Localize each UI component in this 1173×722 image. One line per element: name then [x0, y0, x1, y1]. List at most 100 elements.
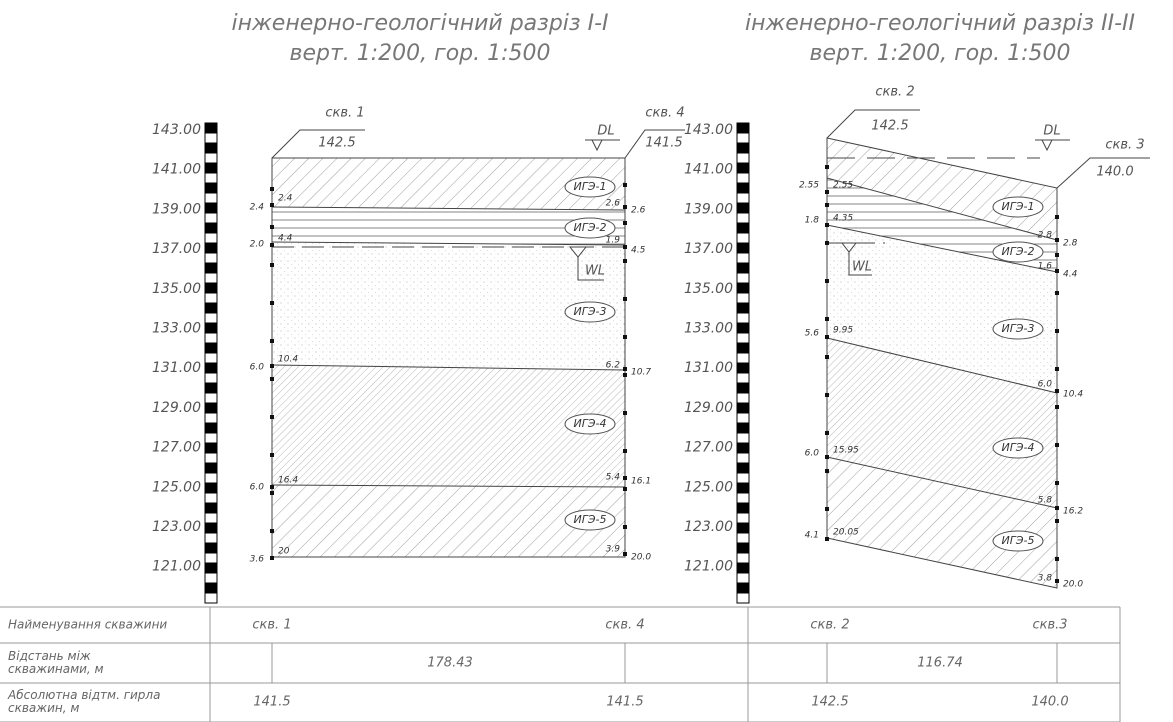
scale-block: [736, 212, 750, 224]
elevation-label: 139.00: [152, 201, 201, 217]
sample-point: [623, 259, 627, 263]
sample-point: [270, 529, 274, 533]
depth-label: 20.0: [631, 553, 651, 563]
subtitle: верт. 1:200, гор. 1:500: [289, 41, 550, 66]
table-cell: 141.5: [606, 695, 643, 710]
sample-point: [825, 355, 829, 359]
scale-block: [736, 392, 750, 404]
sample-point: [270, 453, 274, 457]
layer-label: ИГЭ-3: [573, 305, 606, 318]
sample-point: [1055, 557, 1059, 561]
layer: [272, 365, 625, 487]
scale-block: [736, 222, 750, 234]
scale-block: [204, 482, 218, 494]
layer-badge: [564, 301, 616, 323]
thickness-label: 3.8: [1038, 574, 1053, 584]
sample-point: [825, 223, 829, 227]
sample-point: [270, 301, 274, 305]
scale-block: [204, 252, 218, 264]
thickness-label: 2.8: [1038, 231, 1053, 241]
scale-block: [736, 312, 750, 324]
layer: [827, 225, 1057, 393]
table-cell: скв. 2: [810, 618, 849, 633]
scale-block: [204, 502, 218, 514]
scale-block: [736, 232, 750, 244]
sample-point: [1055, 269, 1059, 273]
sample-point: [270, 485, 274, 489]
scale-block: [204, 372, 218, 384]
layer-label: ИГЭ-2: [1001, 245, 1034, 258]
layer: [827, 338, 1057, 508]
scale-block: [204, 162, 218, 174]
sample-point: [825, 335, 829, 339]
elevation-label: 133.00: [684, 321, 733, 337]
scale-block: [204, 352, 218, 364]
thickness-label: 1.6: [1038, 262, 1053, 272]
scale-block: [204, 282, 218, 294]
scale-block: [736, 272, 750, 284]
scale-block: [204, 582, 218, 594]
depth-label: 4.35: [833, 214, 853, 224]
elevation-label: 129.00: [152, 400, 201, 416]
table-cell: скв. 1: [252, 618, 291, 633]
scale-block: [204, 442, 218, 454]
layer-badge: [992, 437, 1044, 459]
thickness-label: 5.6: [805, 329, 820, 339]
scale-block: [204, 392, 218, 404]
scale-block: [204, 262, 218, 274]
scale-block: [736, 342, 750, 354]
scale-block: [736, 142, 750, 154]
scale-block: [204, 312, 218, 324]
elevation-label: 143.00: [152, 122, 201, 138]
scale-block: [736, 172, 750, 184]
scale-block: [736, 282, 750, 294]
dl-label: DL: [1043, 124, 1060, 139]
sample-point: [623, 335, 627, 339]
scale-block: [736, 262, 750, 274]
scale-block: [204, 242, 218, 254]
sample-point: [270, 263, 274, 267]
layer-label: ИГЭ-3: [1001, 322, 1034, 335]
depth-label: 2.6: [631, 206, 646, 216]
sample-point: [270, 203, 274, 207]
scale-block: [204, 562, 218, 574]
title: інженерно-геологічний разріз II-II: [745, 11, 1135, 36]
layer: [272, 242, 625, 370]
scale-block: [204, 362, 218, 374]
borehole-elevation: 142.5: [871, 119, 908, 134]
depth-label: 16.4: [278, 476, 298, 486]
elevation-label: 123.00: [684, 519, 733, 535]
row-label: скважинами, м: [8, 662, 104, 676]
scale-block: [736, 412, 750, 424]
sample-point: [623, 245, 627, 249]
scale-block: [736, 542, 750, 554]
dl-label: DL: [597, 124, 614, 139]
sample-point: [1055, 405, 1059, 409]
layer-label: ИГЭ-4: [573, 417, 606, 430]
layer-label: ИГЭ-5: [1001, 534, 1034, 547]
sample-point: [270, 364, 274, 368]
elevation-label: 139.00: [684, 201, 733, 217]
sample-point: [1055, 215, 1059, 219]
layer-label: ИГЭ-2: [573, 221, 606, 234]
scale-block: [204, 572, 218, 584]
elevation-label: 125.00: [684, 479, 733, 495]
sample-point: [1055, 389, 1059, 393]
scale-block: [204, 172, 218, 184]
sample-point: [1055, 367, 1059, 371]
thickness-label: 6.0: [250, 363, 265, 373]
elevation-label: 141.00: [152, 162, 201, 178]
scale-block: [204, 452, 218, 464]
borehole-elevation: 140.0: [1096, 165, 1133, 180]
scale-block: [204, 522, 218, 534]
scale-block: [736, 522, 750, 534]
depth-label: 10.4: [1063, 390, 1083, 400]
sample-point: [825, 279, 829, 283]
borehole-name: скв. 4: [645, 106, 684, 121]
thickness-label: 1.8: [805, 216, 820, 226]
layer: [827, 457, 1057, 588]
layer: [827, 138, 1057, 240]
scale-block: [736, 202, 750, 214]
scale-block: [204, 292, 218, 304]
scale-block: [204, 532, 218, 544]
